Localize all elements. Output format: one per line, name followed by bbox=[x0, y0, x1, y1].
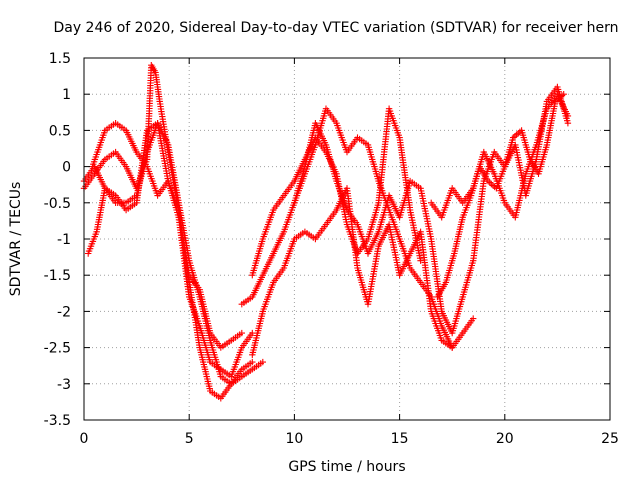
x-tick-label: 0 bbox=[80, 431, 89, 447]
y-tick-label: -0.5 bbox=[44, 196, 71, 212]
series-satellite-track-5 bbox=[238, 105, 456, 351]
y-tick-label: -1.5 bbox=[44, 268, 71, 284]
data-point bbox=[238, 329, 245, 337]
x-tick-label: 5 bbox=[185, 431, 194, 447]
y-tick-label: -2.5 bbox=[44, 341, 71, 357]
x-tick-label: 15 bbox=[391, 431, 409, 447]
plot-frame bbox=[83, 57, 611, 421]
x-tick-labels: 0 5 10 15 20 25 bbox=[80, 431, 619, 447]
x-tick-label: 10 bbox=[285, 431, 303, 447]
y-axis-label: SDTVAR / TECUs bbox=[8, 182, 24, 297]
series-satellite-track-10 bbox=[434, 91, 567, 301]
y-tick-label: -1 bbox=[57, 232, 71, 248]
series-satellite-track-1 bbox=[80, 62, 266, 402]
y-tick-label: 0 bbox=[62, 160, 71, 176]
data-point bbox=[249, 358, 256, 366]
series-satellite-track-7 bbox=[249, 185, 477, 358]
y-tick-label: -2 bbox=[57, 304, 71, 320]
x-tick-label: 25 bbox=[601, 431, 619, 447]
data-point bbox=[417, 257, 424, 264]
x-axis-label: GPS time / hours bbox=[288, 459, 405, 475]
y-tick-label: 1 bbox=[62, 87, 71, 103]
data-point bbox=[564, 120, 572, 127]
axis-ticks bbox=[83, 57, 611, 421]
y-tick-label: -3 bbox=[57, 377, 71, 393]
data-point bbox=[564, 112, 572, 120]
x-tick-label: 20 bbox=[496, 431, 514, 447]
data-point bbox=[259, 358, 266, 366]
series-satellite-track-4 bbox=[89, 120, 256, 380]
grid-lines bbox=[84, 58, 610, 420]
chart-title: Day 246 of 2020, Sidereal Day-to-day VTE… bbox=[53, 20, 618, 36]
data-point bbox=[470, 315, 477, 322]
y-tick-label: -3.5 bbox=[44, 413, 71, 429]
data-point bbox=[560, 91, 567, 98]
y-tick-label: 1.5 bbox=[49, 51, 71, 67]
data-points bbox=[80, 62, 572, 402]
y-tick-labels: 1.5 1 0.5 0 -0.5 -1 -1.5 -2 -2.5 -3 -3.5 bbox=[44, 51, 71, 429]
y-tick-label: 0.5 bbox=[49, 123, 71, 139]
